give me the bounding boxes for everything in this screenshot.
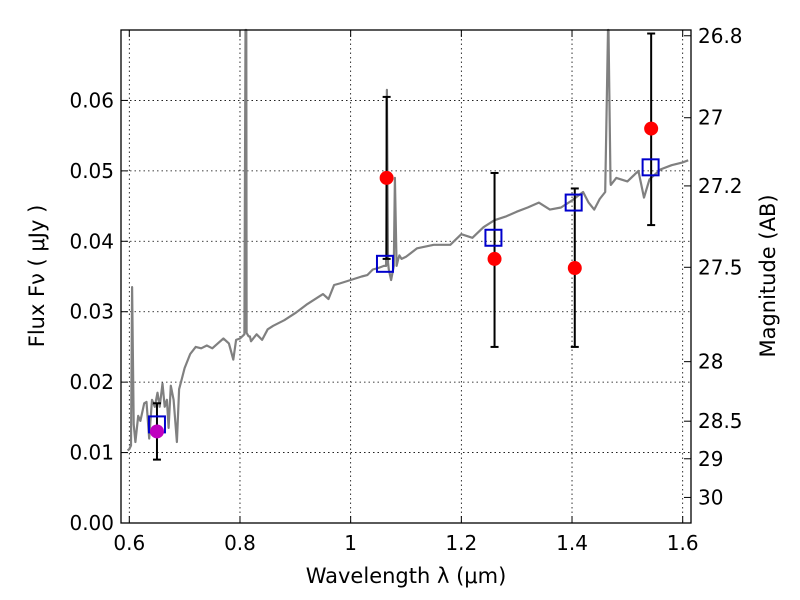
mag-tick-label: 28 xyxy=(698,350,723,374)
model-band-marker xyxy=(484,228,503,247)
y-tick-label: 0.02 xyxy=(69,370,114,394)
y-tick-label: 0.00 xyxy=(69,511,114,535)
ticks: 0.6 0.8 1 1.2 1.4 1.6 0.00 0.01 0.02 0.03 0.04 0.05… xyxy=(69,24,742,555)
model-band-marker xyxy=(641,158,660,177)
y-tick-label: 0.04 xyxy=(69,229,114,253)
mag-tick-label: 27.5 xyxy=(698,255,743,279)
mag-tick-label: 28.5 xyxy=(698,409,743,433)
plot-area xyxy=(121,30,691,523)
model-band-marker xyxy=(375,254,394,273)
x-tick-label: 1.4 xyxy=(556,531,588,555)
y-tick-label: 0.01 xyxy=(69,441,114,465)
x-tick-label: 0.6 xyxy=(113,531,145,555)
observed-point-limit xyxy=(149,424,164,439)
marker-layer xyxy=(147,121,660,439)
y-tick-label: 0.03 xyxy=(69,300,114,324)
observed-point xyxy=(644,121,659,136)
mag-tick-label: 27 xyxy=(698,106,723,130)
mag-tick-label: 27.2 xyxy=(698,174,743,198)
y-axis-title: Flux Fν ( μJy ) xyxy=(25,205,49,348)
x-tick-label: 1.2 xyxy=(445,531,477,555)
observed-point xyxy=(567,261,582,276)
y-tick-label: 0.05 xyxy=(69,159,114,183)
y2-axis-title: Magnitude (AB) xyxy=(756,194,780,357)
plot-frame xyxy=(120,29,692,524)
x-tick-label: 1 xyxy=(344,531,357,555)
observed-point xyxy=(379,170,394,185)
x-tick-label: 0.8 xyxy=(224,531,256,555)
model-band-marker xyxy=(564,193,583,212)
observed-point xyxy=(487,251,502,266)
mag-tick-label: 29 xyxy=(698,447,723,471)
x-axis-title: Wavelength λ (μm) xyxy=(306,564,507,588)
mag-tick-label: 30 xyxy=(698,485,723,509)
mag-tick-label: 26.8 xyxy=(698,24,743,48)
y-tick-label: 0.06 xyxy=(69,88,114,112)
x-tick-label: 1.6 xyxy=(667,531,699,555)
